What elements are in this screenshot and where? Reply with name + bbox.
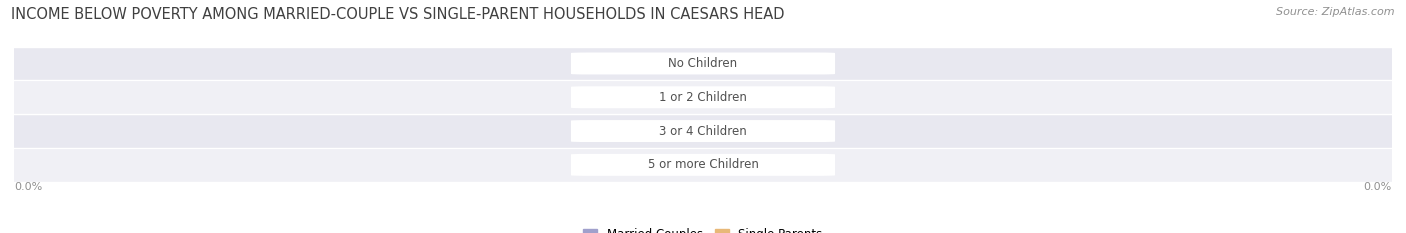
FancyBboxPatch shape xyxy=(571,154,835,176)
Text: 0.0%: 0.0% xyxy=(637,126,666,136)
Bar xyxy=(599,154,703,175)
Text: 0.0%: 0.0% xyxy=(14,182,42,192)
Bar xyxy=(599,53,703,74)
Bar xyxy=(703,87,807,108)
Text: 0.0%: 0.0% xyxy=(637,58,666,69)
Bar xyxy=(14,148,1392,182)
Bar xyxy=(703,154,807,175)
Text: 0.0%: 0.0% xyxy=(740,92,769,102)
FancyBboxPatch shape xyxy=(571,52,835,75)
Bar xyxy=(14,80,1392,114)
Text: 0.0%: 0.0% xyxy=(637,92,666,102)
Text: 3 or 4 Children: 3 or 4 Children xyxy=(659,125,747,137)
Bar xyxy=(599,87,703,108)
FancyBboxPatch shape xyxy=(571,86,835,108)
Bar xyxy=(703,121,807,141)
Bar xyxy=(14,47,1392,80)
Text: 0.0%: 0.0% xyxy=(637,160,666,170)
Bar xyxy=(599,121,703,141)
Legend: Married Couples, Single Parents: Married Couples, Single Parents xyxy=(579,224,827,233)
Text: INCOME BELOW POVERTY AMONG MARRIED-COUPLE VS SINGLE-PARENT HOUSEHOLDS IN CAESARS: INCOME BELOW POVERTY AMONG MARRIED-COUPL… xyxy=(11,7,785,22)
Text: 5 or more Children: 5 or more Children xyxy=(648,158,758,171)
FancyBboxPatch shape xyxy=(571,120,835,142)
Bar xyxy=(703,53,807,74)
Bar xyxy=(14,114,1392,148)
Text: 0.0%: 0.0% xyxy=(740,58,769,69)
Text: 1 or 2 Children: 1 or 2 Children xyxy=(659,91,747,104)
Text: Source: ZipAtlas.com: Source: ZipAtlas.com xyxy=(1277,7,1395,17)
Text: 0.0%: 0.0% xyxy=(1364,182,1392,192)
Text: No Children: No Children xyxy=(668,57,738,70)
Text: 0.0%: 0.0% xyxy=(740,126,769,136)
Text: 0.0%: 0.0% xyxy=(740,160,769,170)
